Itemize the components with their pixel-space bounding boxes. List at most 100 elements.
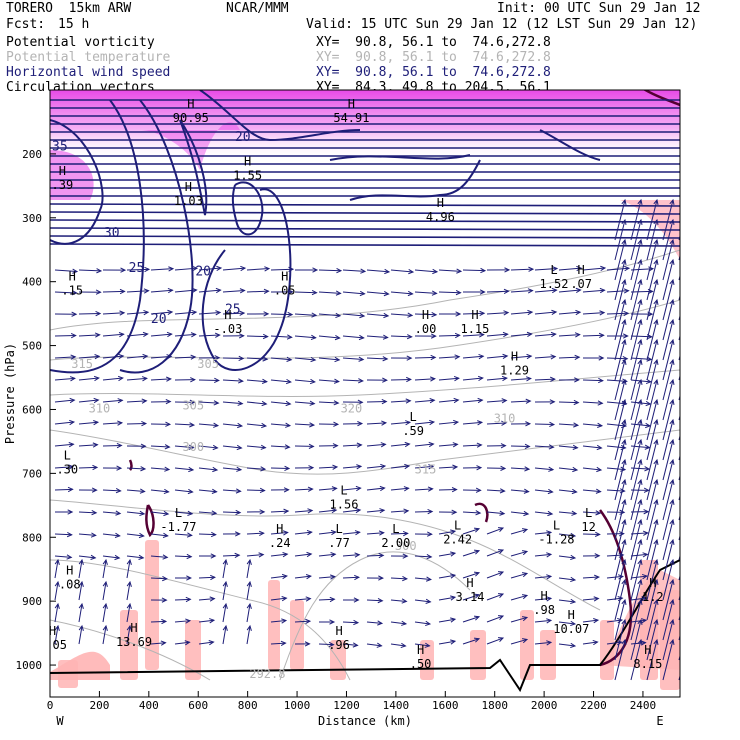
vector-arrow: [390, 465, 410, 469]
vector-head: [621, 378, 627, 385]
extremum-type: H: [644, 643, 651, 657]
vector-head: [119, 310, 126, 316]
vector-head: [280, 640, 287, 646]
vector-arrow: [318, 379, 339, 383]
vector-arrow: [662, 439, 674, 481]
vector-arrow: [174, 533, 192, 536]
vector-arrow: [646, 579, 658, 621]
vector-arrow: [246, 268, 270, 271]
vector-head: [623, 310, 630, 317]
vector-arrow: [246, 532, 264, 535]
vector-head: [669, 438, 675, 445]
vector-head: [401, 598, 408, 604]
vector-head: [102, 558, 108, 565]
vector-arrow: [198, 467, 218, 471]
extremum-value: 1.03: [174, 194, 203, 208]
vector-arrow: [198, 641, 214, 645]
vector-head: [211, 510, 218, 516]
vector-head: [637, 278, 643, 285]
vector-head: [94, 354, 101, 360]
vector-head: [428, 441, 435, 448]
vector-head: [637, 498, 643, 505]
vector-head: [330, 552, 337, 558]
vector-arrow: [246, 357, 268, 360]
valid-time: Valid: 15 UTC Sun 29 Jan 12 (12 LST Sun …: [306, 17, 698, 32]
vector-arrow: [646, 599, 658, 641]
vector-arrow: [366, 487, 385, 491]
vector-arrow: [630, 559, 642, 601]
vector-head: [356, 464, 363, 470]
vector-head: [653, 358, 659, 365]
vector-arrow: [246, 401, 267, 405]
vector-arrow: [78, 466, 98, 469]
vector-arrow: [582, 379, 603, 382]
vector-head: [234, 531, 241, 537]
vector-head: [67, 486, 74, 493]
vector-arrow: [294, 335, 316, 339]
vector-arrow: [486, 422, 506, 425]
vector-head: [546, 640, 553, 646]
vector-head: [669, 398, 675, 405]
vector-arrow: [270, 510, 289, 513]
vector-arrow: [318, 643, 334, 646]
vector-arrow: [366, 465, 386, 469]
vector-arrow: [558, 489, 577, 493]
vector-head: [621, 238, 627, 245]
vector-arrow: [534, 423, 554, 426]
vector-head: [93, 397, 100, 404]
vector-head: [329, 619, 336, 625]
vector-arrow: [662, 639, 674, 681]
vector-arrow: [486, 333, 508, 337]
vector-arrow: [558, 445, 578, 449]
vector-head: [550, 331, 557, 338]
vector-head: [669, 498, 675, 505]
vector-arrow: [126, 559, 131, 579]
vector-head: [598, 377, 604, 384]
vector-arrow: [366, 313, 389, 317]
vector-arrow: [606, 597, 623, 601]
vector-arrow: [270, 575, 287, 579]
vector-arrow: [630, 239, 642, 281]
vector-arrow: [646, 399, 658, 441]
vector-arrow: [222, 445, 242, 449]
vector-head: [453, 397, 460, 404]
vector-arrow: [646, 279, 658, 321]
vector-head: [524, 466, 531, 472]
vector-arrow: [294, 553, 312, 557]
vector-arrow: [614, 239, 626, 281]
vector-head: [450, 639, 457, 645]
vector-arrow: [342, 621, 358, 624]
vector-arrow: [78, 377, 99, 381]
vector-arrow: [614, 579, 626, 621]
vector-head: [160, 640, 167, 646]
theta-label: 305: [197, 357, 219, 371]
vector-head: [431, 290, 438, 296]
extremum-value: .96: [328, 638, 350, 652]
vector-head: [450, 595, 457, 601]
vector-head: [142, 331, 149, 338]
vector-arrow: [78, 334, 100, 337]
vector-head: [477, 397, 484, 404]
vector-arrow: [102, 290, 125, 293]
vector-head: [549, 399, 556, 405]
vector-head: [381, 420, 388, 426]
vector-arrow: [646, 379, 658, 421]
vector-head: [354, 552, 361, 558]
vector-arrow: [222, 511, 241, 514]
vector-arrow: [126, 603, 131, 623]
vector-arrow: [582, 334, 604, 337]
wind-contour: [329, 154, 471, 161]
vector-head: [287, 289, 294, 295]
vector-head: [454, 354, 461, 360]
vector-arrow: [222, 290, 245, 293]
vector-head: [621, 578, 627, 585]
vector-arrow: [438, 291, 461, 294]
vector-head: [383, 290, 390, 297]
vector-arrow: [614, 619, 626, 661]
vector-arrow: [390, 421, 410, 425]
vector-head: [644, 444, 651, 450]
vector-arrow: [222, 423, 242, 427]
vector-head: [637, 578, 643, 585]
vector-head: [380, 463, 387, 470]
vector-head: [521, 572, 529, 578]
